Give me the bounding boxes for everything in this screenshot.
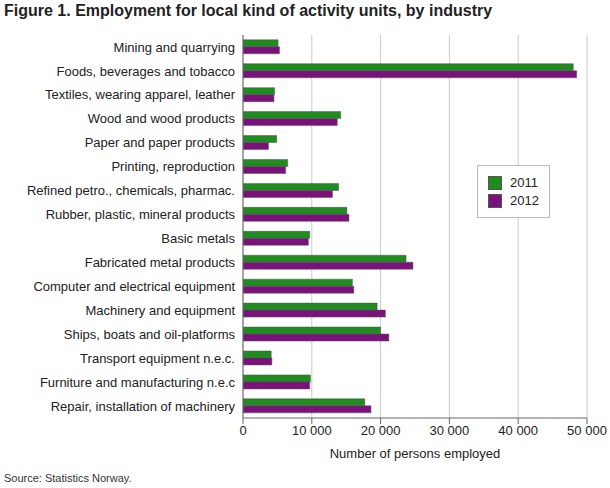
svg-text:40 000: 40 000 — [498, 423, 538, 438]
svg-text:Wood and wood products: Wood and wood products — [88, 111, 236, 126]
svg-text:Number of persons employed: Number of persons employed — [330, 446, 501, 461]
svg-text:Textiles, wearing apparel, lea: Textiles, wearing apparel, leather — [45, 87, 236, 102]
svg-text:Machinery and equipment: Machinery and equipment — [85, 303, 235, 318]
svg-text:Rubber, plastic, mineral produ: Rubber, plastic, mineral products — [46, 207, 236, 222]
svg-text:Fabricated metal products: Fabricated metal products — [85, 255, 236, 270]
svg-text:Foods, beverages and tobacco: Foods, beverages and tobacco — [56, 64, 235, 79]
html-text:2012: 2012 — [510, 193, 539, 208]
svg-text:Printing, reproduction: Printing, reproduction — [111, 159, 235, 174]
html-text:Figure 1. Employment for local: Figure 1. Employment for local kind of a… — [4, 2, 493, 19]
svg-text:Paper and paper products: Paper and paper products — [85, 135, 236, 150]
svg-text:0: 0 — [239, 423, 246, 438]
svg-text:Computer and electrical equipm: Computer and electrical equipment — [33, 279, 235, 294]
svg-text:Repair, installation of machin: Repair, installation of machinery — [51, 399, 236, 414]
svg-text:10 000: 10 000 — [292, 423, 332, 438]
svg-text:Furniture and manufacturing n.: Furniture and manufacturing n.e.c — [40, 375, 236, 390]
svg-text:50 000: 50 000 — [567, 423, 602, 438]
svg-text:Refined petro., chemicals, pha: Refined petro., chemicals, pharmac. — [27, 183, 235, 198]
html-text:Source: Statistics Norway.: Source: Statistics Norway. — [4, 472, 132, 484]
svg-text:Mining and quarrying: Mining and quarrying — [114, 40, 235, 55]
svg-text:Basic metals: Basic metals — [161, 231, 235, 246]
html-text:2011: 2011 — [510, 175, 538, 190]
svg-text:20 000: 20 000 — [361, 423, 401, 438]
svg-text:Transport equipment n.e.c.: Transport equipment n.e.c. — [80, 351, 235, 366]
svg-text:30 000: 30 000 — [430, 423, 470, 438]
svg-text:Ships, boats and oil-platforms: Ships, boats and oil-platforms — [64, 327, 236, 342]
